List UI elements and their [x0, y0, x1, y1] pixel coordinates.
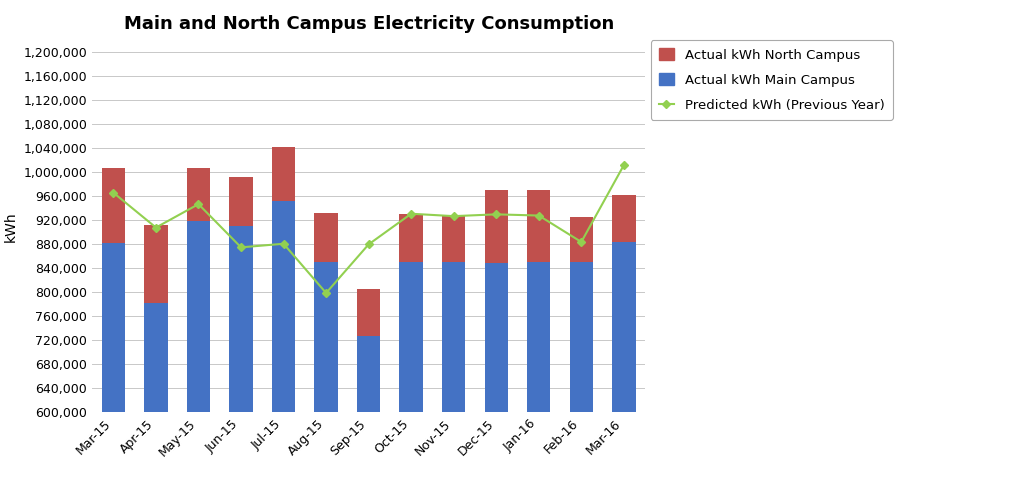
- Bar: [314, 263, 338, 503]
- Y-axis label: kWh: kWh: [4, 211, 17, 241]
- Bar: [569, 262, 593, 503]
- Bar: [357, 336, 380, 503]
- Bar: [101, 168, 125, 243]
- Bar: [357, 289, 380, 336]
- Bar: [314, 213, 338, 263]
- Bar: [399, 262, 423, 503]
- Bar: [186, 221, 210, 503]
- Bar: [229, 177, 253, 226]
- Bar: [442, 262, 466, 503]
- Bar: [101, 243, 125, 503]
- Bar: [484, 190, 508, 263]
- Bar: [612, 195, 636, 242]
- Bar: [144, 303, 168, 503]
- Bar: [527, 262, 551, 503]
- Bar: [229, 226, 253, 503]
- Bar: [612, 242, 636, 503]
- Bar: [484, 263, 508, 503]
- Bar: [186, 168, 210, 221]
- Bar: [569, 217, 593, 262]
- Bar: [442, 216, 466, 262]
- Bar: [272, 201, 295, 503]
- Bar: [527, 190, 551, 262]
- Legend: Actual kWh North Campus, Actual kWh Main Campus, Predicted kWh (Previous Year): Actual kWh North Campus, Actual kWh Main…: [650, 40, 893, 120]
- Bar: [399, 214, 423, 262]
- Bar: [144, 224, 168, 303]
- Title: Main and North Campus Electricity Consumption: Main and North Campus Electricity Consum…: [124, 15, 613, 33]
- Bar: [272, 147, 295, 201]
